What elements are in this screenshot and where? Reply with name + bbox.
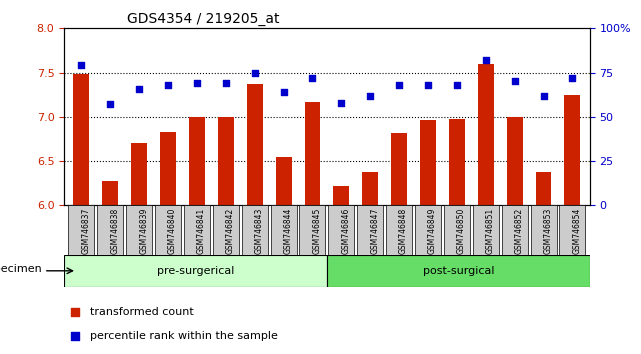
Bar: [449, 119, 465, 205]
FancyBboxPatch shape: [386, 205, 412, 255]
Text: GDS4354 / 219205_at: GDS4354 / 219205_at: [127, 12, 279, 26]
FancyBboxPatch shape: [64, 255, 327, 287]
Point: [337, 100, 347, 105]
Text: GSM746837: GSM746837: [81, 208, 90, 254]
Bar: [160, 132, 176, 205]
Bar: [103, 182, 118, 205]
FancyBboxPatch shape: [155, 205, 181, 255]
FancyBboxPatch shape: [444, 205, 470, 255]
Text: GSM746847: GSM746847: [370, 208, 379, 254]
FancyBboxPatch shape: [97, 205, 123, 255]
Bar: [276, 157, 292, 205]
FancyBboxPatch shape: [531, 205, 556, 255]
Text: GSM746840: GSM746840: [168, 208, 177, 254]
Point: [249, 70, 260, 75]
Point: [76, 63, 87, 68]
FancyBboxPatch shape: [560, 205, 585, 255]
Point: [192, 80, 202, 86]
Bar: [218, 117, 234, 205]
Bar: [391, 133, 407, 205]
Text: GSM746839: GSM746839: [139, 208, 148, 254]
Bar: [333, 186, 349, 205]
Bar: [304, 102, 320, 205]
Text: post-surgical: post-surgical: [422, 266, 494, 276]
Bar: [506, 117, 522, 205]
Text: specimen: specimen: [0, 264, 42, 274]
Text: GSM746852: GSM746852: [515, 208, 524, 254]
Text: GSM746849: GSM746849: [428, 208, 437, 254]
Text: GSM746848: GSM746848: [399, 208, 408, 254]
Point: [134, 86, 144, 91]
Point: [417, 4, 428, 10]
Text: GSM746850: GSM746850: [457, 208, 466, 254]
FancyBboxPatch shape: [299, 205, 326, 255]
Bar: [478, 64, 494, 205]
Point: [278, 89, 288, 95]
FancyBboxPatch shape: [327, 255, 590, 287]
FancyBboxPatch shape: [126, 205, 152, 255]
Bar: [189, 117, 205, 205]
Point: [307, 75, 317, 81]
Point: [481, 57, 491, 63]
FancyBboxPatch shape: [242, 205, 268, 255]
Point: [163, 82, 173, 88]
Text: GSM746843: GSM746843: [254, 208, 263, 254]
FancyBboxPatch shape: [328, 205, 354, 255]
Point: [417, 221, 428, 227]
Bar: [536, 172, 551, 205]
Bar: [74, 74, 89, 205]
Text: GSM746842: GSM746842: [226, 208, 235, 254]
FancyBboxPatch shape: [415, 205, 441, 255]
Point: [423, 82, 433, 88]
Text: GSM746841: GSM746841: [197, 208, 206, 254]
Text: GSM746853: GSM746853: [544, 208, 553, 254]
Bar: [247, 84, 263, 205]
Bar: [565, 95, 580, 205]
Point: [538, 93, 549, 98]
Text: GSM746851: GSM746851: [486, 208, 495, 254]
Text: transformed count: transformed count: [90, 307, 194, 318]
FancyBboxPatch shape: [502, 205, 528, 255]
Point: [452, 82, 462, 88]
FancyBboxPatch shape: [69, 205, 94, 255]
Text: GSM746845: GSM746845: [312, 208, 322, 254]
Point: [394, 82, 404, 88]
Bar: [362, 172, 378, 205]
FancyBboxPatch shape: [473, 205, 499, 255]
FancyBboxPatch shape: [184, 205, 210, 255]
Bar: [420, 120, 436, 205]
FancyBboxPatch shape: [357, 205, 383, 255]
Point: [365, 93, 376, 98]
FancyBboxPatch shape: [213, 205, 239, 255]
Text: GSM746854: GSM746854: [572, 208, 581, 254]
Text: pre-surgerical: pre-surgerical: [157, 266, 234, 276]
Text: GSM746846: GSM746846: [342, 208, 351, 254]
Bar: [131, 143, 147, 205]
Point: [567, 75, 578, 81]
FancyBboxPatch shape: [271, 205, 297, 255]
Text: GSM746838: GSM746838: [110, 208, 119, 254]
Point: [510, 79, 520, 84]
Point: [105, 102, 115, 107]
Point: [221, 80, 231, 86]
Text: percentile rank within the sample: percentile rank within the sample: [90, 331, 278, 341]
Text: GSM746844: GSM746844: [283, 208, 292, 254]
